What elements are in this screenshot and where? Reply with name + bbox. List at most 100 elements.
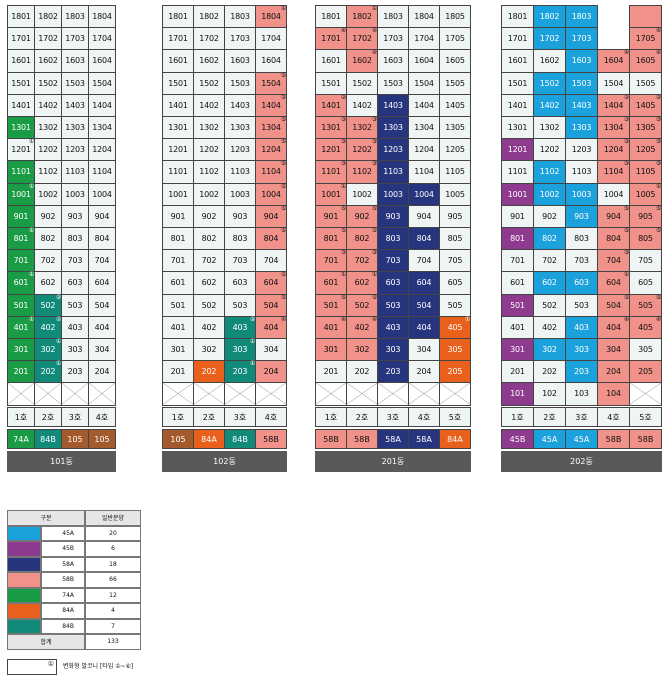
unit-cell[interactable]: 1501: [315, 71, 347, 95]
unit-cell[interactable]: 901: [7, 204, 35, 228]
unit-cell[interactable]: 1204: [88, 138, 116, 162]
unit-cell[interactable]: 1502: [193, 71, 225, 95]
unit-cell[interactable]: 1404: [408, 93, 440, 117]
unit-cell[interactable]: 1705: [439, 27, 471, 51]
unit-cell[interactable]: 1303: [565, 116, 598, 140]
unit-cell[interactable]: 901: [501, 204, 534, 228]
unit-cell[interactable]: 1101 ③: [315, 160, 347, 184]
unit-cell[interactable]: 802 ⑤: [346, 227, 378, 251]
unit-cell[interactable]: 1305: [439, 116, 471, 140]
unit-cell[interactable]: 1602: [533, 49, 566, 73]
unit-cell[interactable]: 1601: [315, 49, 347, 73]
unit-cell[interactable]: 402: [193, 315, 225, 339]
unit-cell[interactable]: 1001: [162, 182, 194, 206]
empty-unit-cell[interactable]: [255, 382, 287, 406]
unit-cell[interactable]: 401 ④: [315, 315, 347, 339]
unit-cell[interactable]: 501 ⑤: [315, 293, 347, 317]
unit-cell[interactable]: 902: [34, 204, 62, 228]
unit-cell[interactable]: 302: [193, 338, 225, 362]
unit-cell[interactable]: 1402: [34, 93, 62, 117]
unit-cell[interactable]: 1303: [377, 116, 409, 140]
unit-cell[interactable]: 1005 ①: [629, 182, 662, 206]
unit-cell[interactable]: 1202 ③: [346, 138, 378, 162]
unit-cell[interactable]: 701 ③: [315, 249, 347, 273]
unit-cell[interactable]: 801 ⑤: [315, 227, 347, 251]
unit-cell[interactable]: 705: [439, 249, 471, 273]
unit-cell[interactable]: 603: [61, 271, 89, 295]
unit-cell[interactable]: 1601: [7, 49, 35, 73]
unit-cell[interactable]: 702: [34, 249, 62, 273]
unit-cell[interactable]: 1205: [439, 138, 471, 162]
unit-cell[interactable]: 505: [439, 293, 471, 317]
unit-cell[interactable]: 1401 ②: [315, 93, 347, 117]
unit-cell[interactable]: 1105: [439, 160, 471, 184]
unit-cell[interactable]: 1103: [377, 160, 409, 184]
unit-cell[interactable]: 904 ⑤: [255, 204, 287, 228]
unit-cell[interactable]: 1203: [224, 138, 256, 162]
unit-cell[interactable]: 1304: [408, 116, 440, 140]
unit-cell[interactable]: 505 ⑤: [629, 293, 662, 317]
unit-cell[interactable]: 203: [565, 360, 598, 384]
unit-cell[interactable]: 1303: [61, 116, 89, 140]
unit-cell[interactable]: 1502: [533, 71, 566, 95]
unit-cell[interactable]: 1401: [501, 93, 534, 117]
unit-cell[interactable]: 1202: [34, 138, 62, 162]
unit-cell[interactable]: 604: [88, 271, 116, 295]
unit-cell[interactable]: 202: [193, 360, 225, 384]
unit-cell[interactable]: 1801: [162, 5, 194, 29]
unit-cell[interactable]: 1104: [88, 160, 116, 184]
unit-cell[interactable]: 1002: [193, 182, 225, 206]
unit-cell[interactable]: 1603: [565, 49, 598, 73]
unit-cell[interactable]: 701: [7, 249, 35, 273]
unit-cell[interactable]: 701: [162, 249, 194, 273]
unit-cell[interactable]: 601 ①: [315, 271, 347, 295]
unit-cell[interactable]: 1703: [224, 27, 256, 51]
empty-unit-cell[interactable]: [224, 382, 256, 406]
unit-cell[interactable]: 305: [629, 338, 662, 362]
unit-cell[interactable]: 605: [439, 271, 471, 295]
unit-cell[interactable]: 304: [255, 338, 287, 362]
unit-cell[interactable]: 1704: [255, 27, 287, 51]
unit-cell[interactable]: 301: [501, 338, 534, 362]
unit-cell[interactable]: 1804: [88, 5, 116, 29]
empty-unit-cell[interactable]: [162, 382, 194, 406]
unit-cell[interactable]: 1401: [162, 93, 194, 117]
unit-cell[interactable]: 304: [88, 338, 116, 362]
empty-unit-cell[interactable]: [377, 382, 409, 406]
unit-cell[interactable]: 1403: [61, 93, 89, 117]
unit-cell[interactable]: 903: [61, 204, 89, 228]
unit-cell[interactable]: 903: [565, 204, 598, 228]
unit-cell[interactable]: 202 ①: [34, 360, 62, 384]
empty-unit-cell[interactable]: [408, 382, 440, 406]
unit-cell[interactable]: 803: [565, 227, 598, 251]
unit-cell[interactable]: 1102: [533, 160, 566, 184]
unit-cell[interactable]: 404: [408, 315, 440, 339]
empty-unit-cell[interactable]: [629, 382, 662, 406]
unit-cell[interactable]: 101: [501, 382, 534, 406]
unit-cell[interactable]: 1103: [224, 160, 256, 184]
unit-cell[interactable]: 301: [7, 338, 35, 362]
unit-cell[interactable]: 1805: [439, 5, 471, 29]
unit-cell[interactable]: 201: [7, 360, 35, 384]
unit-cell[interactable]: 502: [533, 293, 566, 317]
unit-cell[interactable]: 1702: [193, 27, 225, 51]
unit-cell[interactable]: 504: [408, 293, 440, 317]
unit-cell[interactable]: 104: [597, 382, 630, 406]
unit-cell[interactable]: 902: [193, 204, 225, 228]
unit-cell[interactable]: 905: [439, 204, 471, 228]
unit-cell[interactable]: 703: [224, 249, 256, 273]
unit-cell[interactable]: 1603: [224, 49, 256, 73]
unit-cell[interactable]: 1601: [501, 49, 534, 73]
unit-cell[interactable]: 503: [224, 293, 256, 317]
unit-cell[interactable]: 1103: [61, 160, 89, 184]
unit-cell[interactable]: 204: [597, 360, 630, 384]
unit-cell[interactable]: 1101: [501, 160, 534, 184]
unit-cell[interactable]: 903: [377, 204, 409, 228]
unit-cell[interactable]: 1201: [162, 138, 194, 162]
unit-cell[interactable]: 204: [255, 360, 287, 384]
empty-unit-cell[interactable]: [315, 382, 347, 406]
unit-cell[interactable]: 1605: [439, 49, 471, 73]
unit-cell[interactable]: 604 ⑤: [255, 271, 287, 295]
unit-cell[interactable]: 1301: [501, 116, 534, 140]
unit-cell[interactable]: 1304 ⑤: [255, 116, 287, 140]
